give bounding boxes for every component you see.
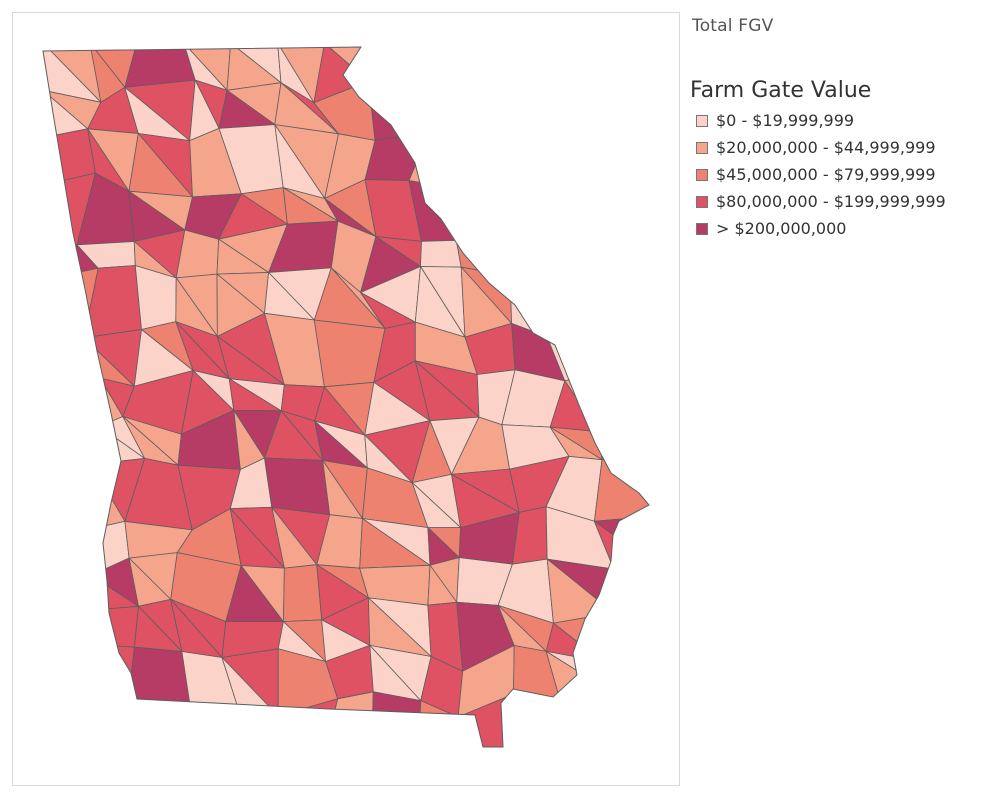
county-region[interactable] <box>545 179 607 247</box>
county-region[interactable] <box>501 245 573 286</box>
county-region[interactable] <box>43 610 91 659</box>
county-region[interactable] <box>613 563 653 612</box>
county-region[interactable] <box>461 135 510 197</box>
county-region[interactable] <box>368 43 419 85</box>
county-region[interactable] <box>602 231 653 286</box>
county-region[interactable] <box>43 705 102 753</box>
county-region[interactable] <box>455 189 502 247</box>
county-region[interactable] <box>597 128 653 186</box>
county-region[interactable] <box>371 691 422 753</box>
map-panel[interactable] <box>12 12 680 786</box>
county-region[interactable] <box>597 128 653 186</box>
legend-item[interactable]: > $200,000,000 <box>690 215 990 242</box>
legend-label: $80,000,000 - $199,999,999 <box>716 192 946 211</box>
county-region[interactable] <box>230 711 279 753</box>
county-region[interactable] <box>545 651 620 711</box>
county-region[interactable] <box>501 179 573 247</box>
county-region[interactable] <box>558 696 620 753</box>
georgia-county-map[interactable] <box>13 13 681 787</box>
county-region[interactable] <box>89 643 135 719</box>
county-region[interactable] <box>43 563 92 612</box>
county-region[interactable] <box>602 657 653 707</box>
county-region[interactable] <box>453 84 510 147</box>
legend-label: $0 - $19,999,999 <box>716 111 855 130</box>
county-region[interactable] <box>545 245 604 286</box>
county-region[interactable] <box>313 319 386 388</box>
legend-label: $20,000,000 - $44,999,999 <box>716 138 936 157</box>
county-region[interactable] <box>368 80 431 141</box>
county-region[interactable] <box>371 43 419 85</box>
county-region[interactable] <box>605 696 653 753</box>
county-region[interactable] <box>598 421 653 470</box>
county-region[interactable] <box>545 99 599 135</box>
county-region[interactable] <box>125 646 193 719</box>
county-region[interactable] <box>605 43 653 91</box>
county-region[interactable] <box>598 370 653 433</box>
legend-swatch <box>696 222 708 235</box>
county-region[interactable] <box>417 83 463 137</box>
county-region[interactable] <box>545 43 607 102</box>
county-region[interactable] <box>43 464 92 531</box>
county-region[interactable] <box>43 326 101 379</box>
county-region[interactable] <box>506 43 547 102</box>
county-region[interactable] <box>556 134 608 183</box>
county-region[interactable] <box>556 128 608 183</box>
legend-item[interactable]: $45,000,000 - $79,999,999 <box>690 161 990 188</box>
legend-label: > $200,000,000 <box>716 219 847 238</box>
county-region[interactable] <box>468 189 505 247</box>
county-region[interactable] <box>605 181 653 241</box>
county-region[interactable] <box>602 279 653 328</box>
county-region[interactable] <box>604 325 653 375</box>
legend-item[interactable]: $20,000,000 - $44,999,999 <box>690 134 990 161</box>
county-region[interactable] <box>417 43 466 98</box>
county-region[interactable] <box>88 605 139 648</box>
county-region[interactable] <box>43 421 100 470</box>
county-region[interactable] <box>602 610 653 663</box>
legend-item[interactable]: $0 - $19,999,999 <box>690 107 990 134</box>
county-region[interactable] <box>43 515 92 576</box>
state-outline <box>42 46 650 748</box>
legend-swatch <box>696 141 708 154</box>
side-panel: Total FGV Farm Gate Value $0 - $19,999,9… <box>690 12 990 242</box>
filter-label: Total FGV <box>692 16 774 36</box>
legend: $0 - $19,999,999 $20,000,000 - $44,999,9… <box>690 107 990 242</box>
county-region[interactable] <box>420 239 462 268</box>
county-region[interactable] <box>596 89 653 139</box>
county-region[interactable] <box>618 696 653 753</box>
county-region[interactable] <box>546 284 610 338</box>
legend-swatch <box>696 114 708 127</box>
county-region[interactable] <box>43 643 102 716</box>
legend-swatch <box>696 168 708 181</box>
county-region[interactable] <box>511 693 560 753</box>
county-region[interactable] <box>513 693 564 753</box>
county-region[interactable] <box>596 43 653 101</box>
legend-item[interactable]: $80,000,000 - $199,999,999 <box>690 188 990 215</box>
county-region[interactable] <box>545 239 607 286</box>
county-region[interactable] <box>594 459 653 522</box>
legend-label: $45,000,000 - $79,999,999 <box>716 165 936 184</box>
county-region[interactable] <box>43 267 99 339</box>
county-region[interactable] <box>43 610 91 645</box>
county-region[interactable] <box>43 705 91 753</box>
county-region[interactable] <box>461 135 505 197</box>
county-region[interactable] <box>511 43 560 102</box>
legend-title: Farm Gate Value <box>690 78 872 103</box>
county-region[interactable] <box>183 711 240 753</box>
county-region[interactable] <box>506 84 557 135</box>
county-region[interactable] <box>125 717 193 753</box>
county-region[interactable] <box>89 714 138 753</box>
county-region[interactable] <box>43 373 101 427</box>
county-region[interactable] <box>613 568 654 614</box>
legend-swatch <box>696 195 708 208</box>
county-region[interactable] <box>571 179 608 241</box>
county-region[interactable] <box>282 564 323 622</box>
county-region[interactable] <box>264 457 331 516</box>
county-region[interactable] <box>506 84 557 147</box>
county-region[interactable] <box>596 99 653 139</box>
county-region[interactable] <box>453 43 513 98</box>
county-region[interactable] <box>503 134 573 197</box>
county-region[interactable] <box>408 130 470 191</box>
